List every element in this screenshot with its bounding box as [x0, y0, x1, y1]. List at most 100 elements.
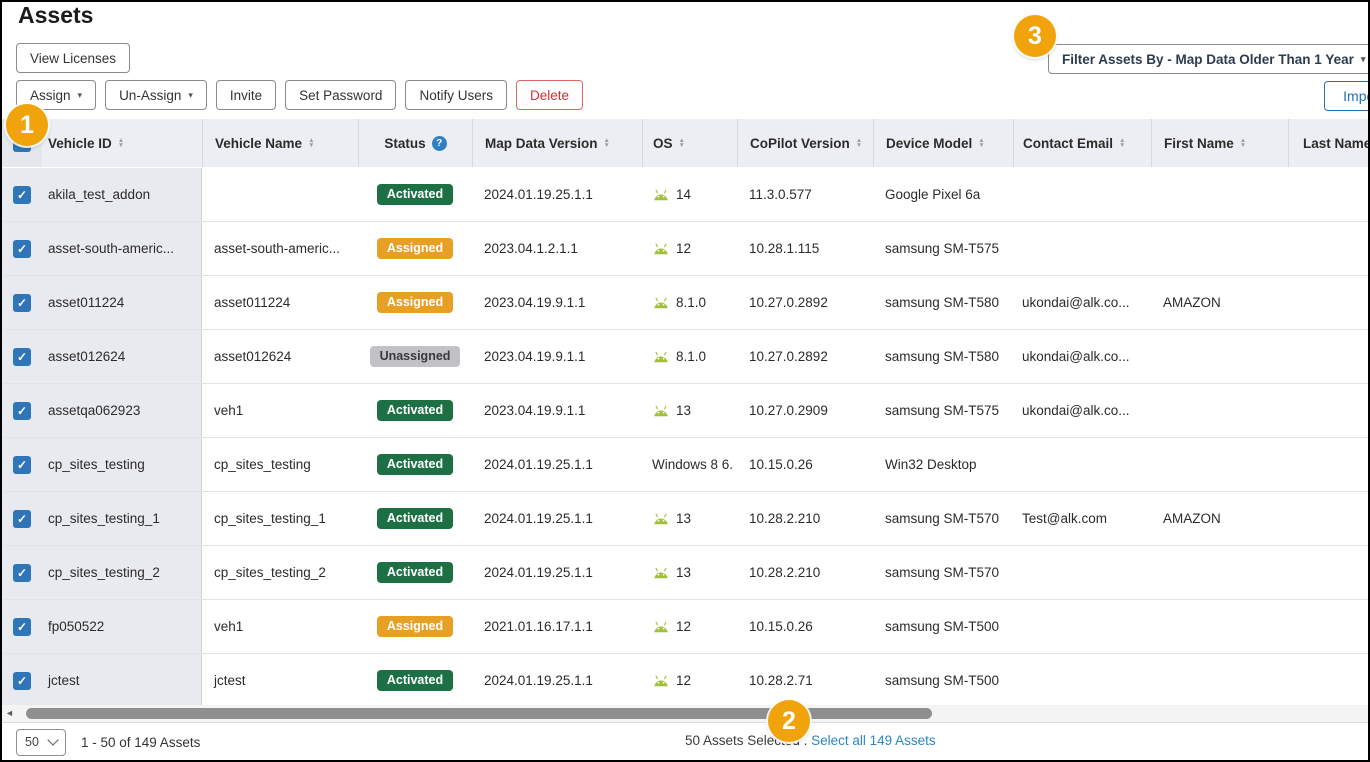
row-checkbox[interactable]: ✓	[13, 348, 31, 366]
column-header-last-name[interactable]: Last Name ▲▼	[1288, 119, 1370, 167]
row-checkbox[interactable]: ✓	[13, 618, 31, 636]
row-checkbox[interactable]: ✓	[13, 510, 31, 528]
column-header-vehicle-name[interactable]: Vehicle Name ▲▼	[202, 119, 358, 167]
first-name-cell: AMAZON	[1151, 276, 1288, 329]
map-data-version: 2023.04.19.9.1.1	[484, 349, 585, 364]
device-model-cell: samsung SM-T575	[873, 222, 1013, 275]
vehicle-name: asset011224	[214, 295, 290, 310]
column-header-copilot-version[interactable]: CoPilot Version ▲▼	[737, 119, 873, 167]
column-header-contact-email[interactable]: Contact Email ▲▼	[1013, 119, 1151, 167]
delete-button[interactable]: Delete	[516, 80, 583, 110]
vehicle-name-cell: asset012624	[202, 330, 358, 383]
row-checkbox[interactable]: ✓	[13, 240, 31, 258]
select-all-link[interactable]: Select all 149 Assets	[811, 733, 936, 748]
set-password-button[interactable]: Set Password	[285, 80, 396, 110]
column-header-label: Contact Email	[1023, 136, 1113, 151]
first-name-cell	[1151, 600, 1288, 653]
column-header-label: OS	[653, 136, 673, 151]
map-data-version: 2024.01.19.25.1.1	[484, 673, 593, 688]
map-data-version: 2023.04.19.9.1.1	[484, 403, 585, 418]
sort-icon[interactable]: ▲▼	[308, 138, 314, 148]
device-model: samsung SM-T500	[885, 619, 999, 634]
sort-icon[interactable]: ▲▼	[856, 138, 862, 148]
invite-button[interactable]: Invite	[216, 80, 276, 110]
vehicle-name-cell: asset011224	[202, 276, 358, 329]
vehicle-id: asset012624	[48, 349, 125, 364]
pagination-footer: 50 1 - 50 of 149 Assets 50 Assets Select…	[2, 722, 1368, 761]
page-size-select[interactable]: 50	[16, 729, 66, 756]
device-model-cell: Google Pixel 6a	[873, 168, 1013, 221]
copilot-version-cell: 10.15.0.26	[737, 438, 873, 491]
vehicle-name-cell: cp_sites_testing_2	[202, 546, 358, 599]
sort-icon[interactable]: ▲▼	[1240, 138, 1246, 148]
row-checkbox[interactable]: ✓	[13, 402, 31, 420]
device-model-cell: samsung SM-T570	[873, 492, 1013, 545]
sort-icon[interactable]: ▲▼	[978, 138, 984, 148]
column-header-os[interactable]: OS ▲▼	[642, 119, 737, 167]
row-checkbox[interactable]: ✓	[13, 294, 31, 312]
first-name-cell	[1151, 168, 1288, 221]
help-icon[interactable]: ?	[432, 136, 447, 151]
os-cell: 8.1.0	[642, 330, 737, 383]
status-cell: Assigned	[358, 276, 472, 329]
vehicle-name-cell	[202, 168, 358, 221]
row-checkbox[interactable]: ✓	[13, 186, 31, 204]
row-checkbox[interactable]: ✓	[13, 672, 31, 690]
device-model: Google Pixel 6a	[885, 187, 980, 202]
annotation-step-3: 3	[1014, 15, 1056, 57]
status-badge: Activated	[377, 184, 453, 205]
last-name-cell	[1288, 654, 1370, 707]
sort-icon[interactable]: ▲▼	[604, 138, 610, 148]
view-licenses-button[interactable]: View Licenses	[16, 43, 130, 73]
column-header-label: Device Model	[886, 136, 972, 151]
page-size-value: 50	[25, 735, 39, 749]
last-name-cell	[1288, 276, 1370, 329]
vehicle-id-cell: asset011224	[42, 276, 202, 329]
contact-email-cell	[1013, 168, 1151, 221]
column-header-map-data-version[interactable]: Map Data Version ▲▼	[472, 119, 642, 167]
sort-icon[interactable]: ▲▼	[679, 138, 685, 148]
vehicle-id: akila_test_addon	[48, 187, 150, 202]
map-data-version-cell: 2023.04.19.9.1.1	[472, 330, 642, 383]
column-header-status[interactable]: Status ?	[358, 119, 472, 167]
device-model: samsung SM-T570	[885, 565, 999, 580]
copilot-version: 10.28.1.115	[749, 241, 819, 256]
contact-email: Test@alk.com	[1022, 511, 1107, 526]
status-cell: Activated	[358, 654, 472, 707]
assign-label: Assign	[30, 88, 71, 103]
column-header-device-model[interactable]: Device Model ▲▼	[873, 119, 1013, 167]
sort-icon[interactable]: ▲▼	[1119, 138, 1125, 148]
table-row: ✓ jctest jctest Activated 2024.01.19.25.…	[2, 654, 1370, 708]
vehicle-name-cell: veh1	[202, 600, 358, 653]
horizontal-scrollbar[interactable]: ◄	[2, 705, 1368, 722]
filter-assets-dropdown[interactable]: Filter Assets By - Map Data Older Than 1…	[1048, 44, 1370, 74]
os-version: 12	[676, 241, 691, 256]
row-checkbox-cell: ✓	[2, 438, 42, 491]
copilot-version-cell: 10.27.0.2892	[737, 330, 873, 383]
status-badge: Activated	[377, 670, 453, 691]
first-name-cell	[1151, 438, 1288, 491]
os-cell: 13	[642, 546, 737, 599]
scroll-left-arrow-icon[interactable]: ◄	[5, 708, 14, 718]
status-badge: Activated	[377, 454, 453, 475]
notify-users-button[interactable]: Notify Users	[405, 80, 507, 110]
vehicle-id-cell: cp_sites_testing	[42, 438, 202, 491]
os-version: 12	[676, 619, 691, 634]
map-data-version-cell: 2024.01.19.25.1.1	[472, 492, 642, 545]
copilot-version: 10.28.2.210	[749, 565, 820, 580]
column-header-vehicle-id[interactable]: Vehicle ID ▲▼	[42, 119, 202, 167]
sort-icon[interactable]: ▲▼	[118, 138, 124, 148]
column-header-first-name[interactable]: First Name ▲▼	[1151, 119, 1288, 167]
vehicle-id-cell: asset012624	[42, 330, 202, 383]
row-checkbox-cell: ✓	[2, 546, 42, 599]
map-data-version-cell: 2021.01.16.17.1.1	[472, 600, 642, 653]
status-badge: Assigned	[377, 616, 453, 637]
copilot-version-cell: 11.3.0.577	[737, 168, 873, 221]
import-button[interactable]: Import	[1324, 81, 1370, 111]
row-checkbox[interactable]: ✓	[13, 564, 31, 582]
vehicle-id: asset011224	[48, 295, 124, 310]
contact-email-cell: ukondai@alk.co...	[1013, 276, 1151, 329]
unassign-button[interactable]: Un-Assign ▾	[105, 80, 207, 110]
row-checkbox[interactable]: ✓	[13, 456, 31, 474]
device-model-cell: samsung SM-T500	[873, 654, 1013, 707]
